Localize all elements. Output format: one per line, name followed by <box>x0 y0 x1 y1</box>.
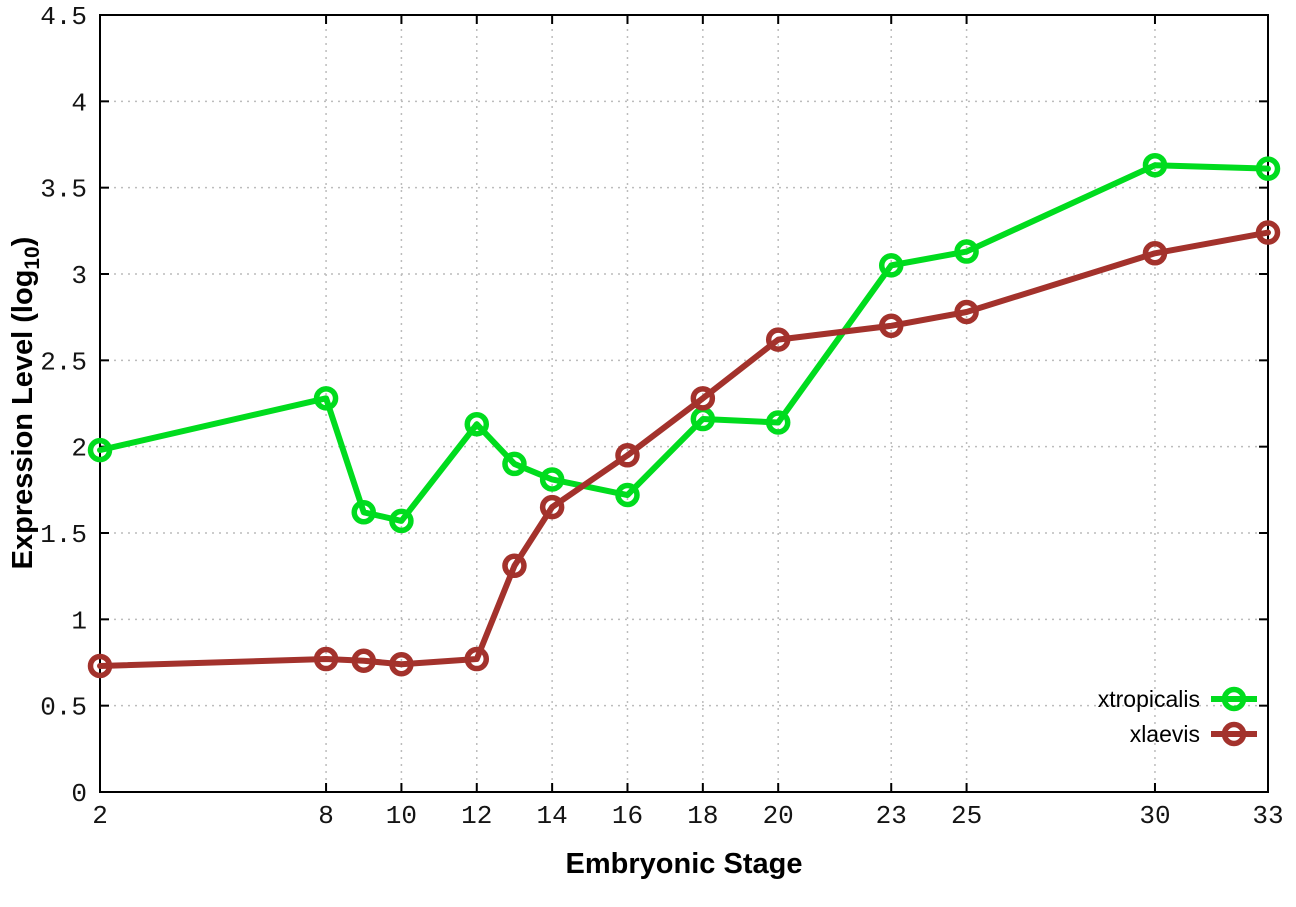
legend: xtropicalis xlaevis <box>1098 684 1258 749</box>
legend-item-xtropicalis: xtropicalis <box>1098 684 1258 714</box>
svg-text:12: 12 <box>461 801 492 831</box>
svg-text:14: 14 <box>537 801 568 831</box>
svg-text:2.5: 2.5 <box>40 347 87 377</box>
legend-line-marker-icon <box>1211 686 1257 712</box>
svg-text:1: 1 <box>71 606 87 636</box>
legend-label-xlaevis: xlaevis <box>1129 721 1200 747</box>
y-axis-title: Expression Level (log10) <box>7 237 45 570</box>
svg-text:0: 0 <box>71 779 87 809</box>
x-axis-title: Embryonic Stage <box>565 848 803 880</box>
svg-text:16: 16 <box>612 801 643 831</box>
y-axis-title-suffix: ) <box>7 236 40 247</box>
svg-text:33: 33 <box>1252 801 1283 831</box>
svg-text:2: 2 <box>92 801 108 831</box>
svg-text:1.5: 1.5 <box>40 520 87 550</box>
svg-text:2: 2 <box>71 434 87 464</box>
svg-text:18: 18 <box>687 801 718 831</box>
svg-text:25: 25 <box>951 801 982 831</box>
svg-text:3: 3 <box>71 261 87 291</box>
svg-text:30: 30 <box>1139 801 1170 831</box>
svg-text:10: 10 <box>386 801 417 831</box>
svg-text:0.5: 0.5 <box>40 693 87 723</box>
y-axis-title-subscript: 10 <box>20 246 44 270</box>
svg-text:3.5: 3.5 <box>40 175 87 205</box>
y-axis-title-text: Expression Level (log <box>7 269 40 570</box>
svg-text:8: 8 <box>318 801 334 831</box>
svg-text:23: 23 <box>876 801 907 831</box>
legend-line-marker-icon <box>1211 721 1257 747</box>
legend-label-xtropicalis: xtropicalis <box>1097 686 1200 712</box>
svg-text:4.5: 4.5 <box>40 2 87 32</box>
svg-text:4: 4 <box>71 88 87 118</box>
svg-text:20: 20 <box>763 801 794 831</box>
legend-item-xlaevis: xlaevis <box>1130 719 1258 749</box>
